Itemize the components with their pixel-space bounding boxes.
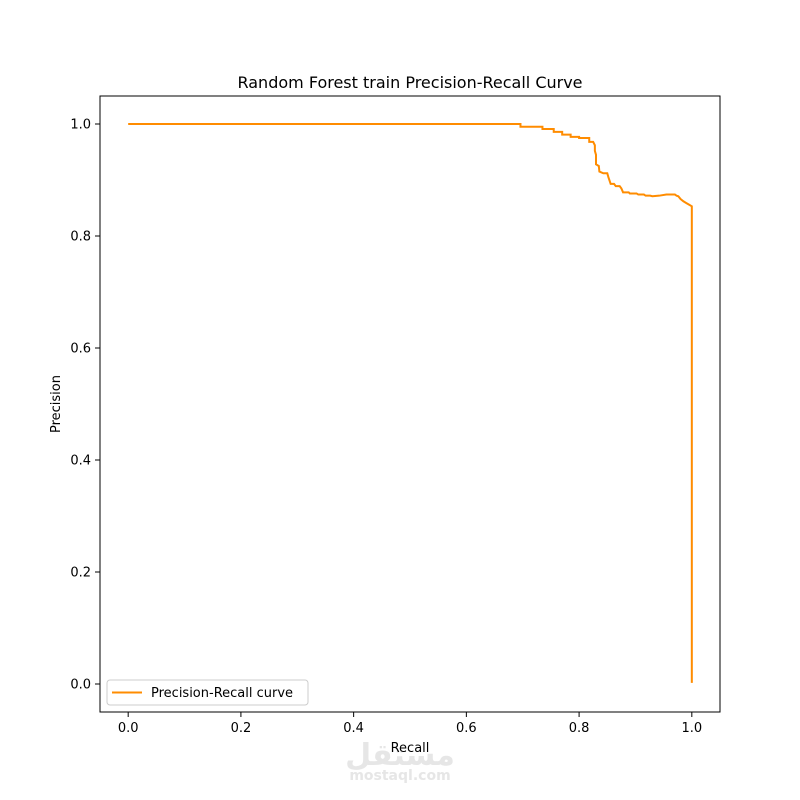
x-tick-label: 0.8: [569, 721, 590, 736]
y-tick-label: 0.0: [70, 678, 91, 693]
watermark-logo: مستقل: [345, 738, 455, 773]
y-axis-ticks: 0.0 0.2 0.4 0.6 0.8 1.0: [70, 118, 100, 693]
y-tick-label: 0.2: [70, 566, 91, 581]
y-axis-label: Precision: [49, 375, 64, 433]
x-tick-label: 0.2: [231, 721, 252, 736]
x-axis-label: Recall: [391, 741, 430, 756]
y-tick-label: 0.4: [70, 454, 91, 469]
legend-box: [106, 679, 309, 706]
x-tick-label: 1.0: [681, 721, 702, 736]
watermark-url: mostaql.com: [349, 768, 450, 784]
x-tick-label: 0.0: [118, 721, 139, 736]
x-tick-label: 0.4: [343, 721, 364, 736]
x-tick-label: 0.6: [456, 721, 477, 736]
chart-title: Random Forest train Precision-Recall Cur…: [237, 73, 582, 92]
legend-label: Precision-Recall curve: [151, 686, 293, 701]
plot-frame: [99, 95, 721, 713]
y-tick-label: 1.0: [70, 118, 91, 133]
plot-area: [100, 96, 720, 712]
precision-recall-series-line: [128, 123, 693, 683]
y-tick-label: 0.8: [70, 230, 91, 245]
x-axis-ticks: 0.0 0.2 0.4 0.6 0.8 1.0: [118, 712, 702, 736]
y-tick-label: 0.6: [70, 342, 91, 357]
series-layer: [128, 123, 693, 683]
watermark: مستقل mostaql.com: [345, 738, 455, 784]
legend: Precision-Recall curve: [106, 679, 309, 706]
